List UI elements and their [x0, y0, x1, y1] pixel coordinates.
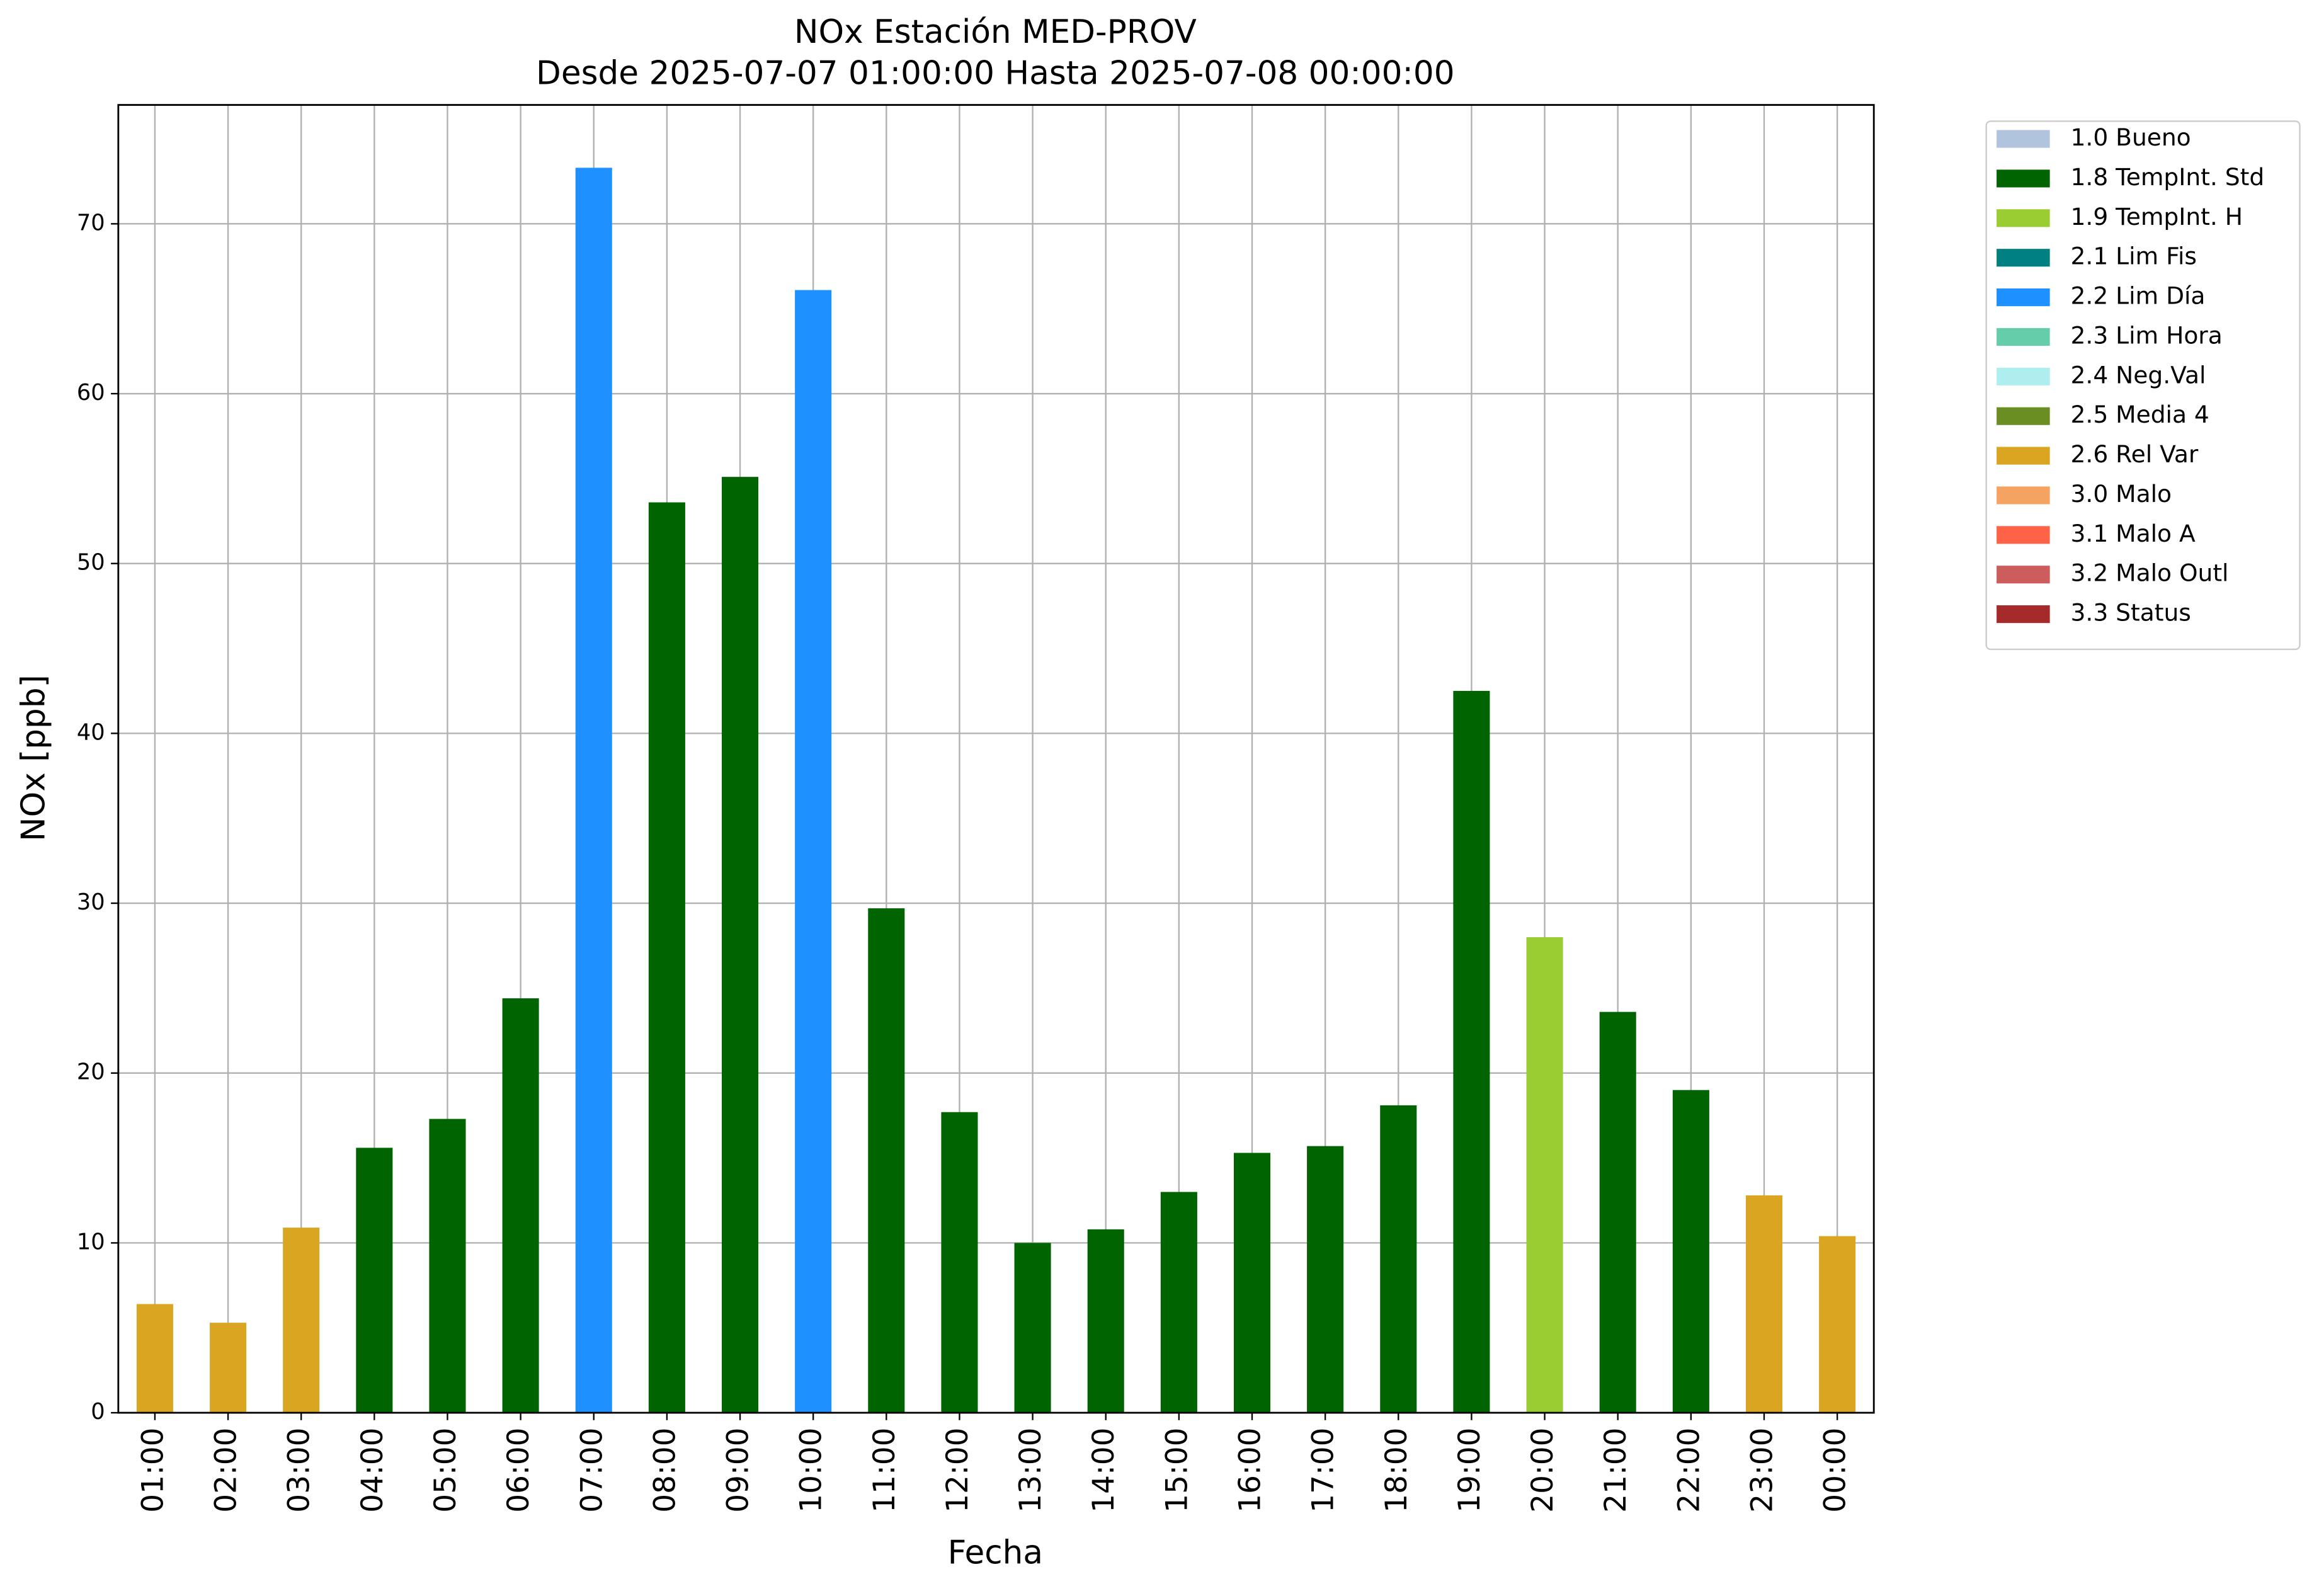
- x-tick-label: 03:00: [282, 1428, 317, 1513]
- legend-label: 3.3 Status: [2071, 599, 2191, 627]
- bar: [1453, 690, 1490, 1413]
- x-tick-label: 00:00: [1818, 1428, 1853, 1513]
- x-tick-label: 14:00: [1086, 1428, 1121, 1513]
- x-tick-label: 20:00: [1525, 1428, 1560, 1513]
- bar: [1307, 1146, 1344, 1413]
- y-axis-label: NOx [ppb]: [14, 675, 52, 841]
- legend-swatch: [1997, 130, 2050, 148]
- legend-swatch: [1997, 249, 2050, 267]
- legend-label: 2.1 Lim Fis: [2071, 242, 2197, 270]
- legend-box: [1985, 120, 2301, 651]
- bar: [1745, 1195, 1783, 1413]
- bar: [795, 290, 832, 1413]
- bar: [722, 477, 759, 1413]
- legend-label: 1.8 TempInt. Std: [2071, 163, 2265, 191]
- bar: [210, 1323, 247, 1413]
- x-tick-label: 22:00: [1672, 1428, 1706, 1513]
- x-tick-label: 16:00: [1233, 1428, 1267, 1513]
- y-tick-label: 30: [77, 889, 105, 915]
- x-axis-label: Fecha: [948, 1534, 1043, 1571]
- x-tick-label: 04:00: [355, 1428, 390, 1513]
- legend-swatch: [1997, 526, 2050, 544]
- x-tick-label: 10:00: [794, 1428, 829, 1513]
- legend-swatch: [1997, 486, 2050, 504]
- plot-frame: [117, 104, 1875, 1414]
- x-tick-label: 21:00: [1598, 1428, 1633, 1513]
- bar: [1087, 1229, 1124, 1413]
- x-tick-label: 12:00: [940, 1428, 975, 1513]
- x-tick-label: 18:00: [1379, 1428, 1414, 1513]
- y-tick-label: 70: [77, 210, 105, 236]
- legend-label: 3.2 Malo Outl: [2071, 559, 2229, 587]
- x-tick-label: 06:00: [501, 1428, 536, 1513]
- legend-label: 2.3 Lim Hora: [2071, 321, 2223, 349]
- legend-label: 1.9 TempInt. H: [2071, 203, 2243, 231]
- y-tick-label: 50: [77, 550, 105, 576]
- x-tick-label: 19:00: [1452, 1428, 1487, 1513]
- legend-label: 2.4 Neg.Val: [2071, 361, 2206, 389]
- bar: [429, 1119, 466, 1413]
- legend-swatch: [1997, 605, 2050, 624]
- bar: [283, 1228, 320, 1413]
- bar: [356, 1148, 393, 1413]
- x-tick-label: 02:00: [209, 1428, 244, 1513]
- legend-swatch: [1997, 407, 2050, 425]
- y-tick-label: 40: [77, 719, 105, 745]
- bar: [575, 168, 612, 1413]
- bar: [136, 1304, 173, 1413]
- y-tick-label: 20: [77, 1059, 105, 1085]
- bar: [1599, 1012, 1636, 1413]
- bar: [1672, 1090, 1709, 1413]
- bar: [1526, 937, 1563, 1413]
- legend-swatch: [1997, 447, 2050, 465]
- bar: [502, 998, 539, 1413]
- bar: [1014, 1243, 1051, 1413]
- x-tick-label: 01:00: [135, 1428, 170, 1513]
- legend-label: 2.2 Lim Día: [2071, 282, 2206, 310]
- legend-swatch: [1997, 209, 2050, 227]
- legend-swatch: [1997, 328, 2050, 346]
- legend-label: 3.1 Malo A: [2071, 520, 2196, 547]
- bar: [648, 502, 685, 1413]
- x-tick-label: 05:00: [428, 1428, 463, 1513]
- chart-title: NOx Estación MED-PROV: [794, 13, 1197, 51]
- bar: [1380, 1105, 1417, 1413]
- bar: [941, 1112, 978, 1413]
- y-tick-label: 0: [91, 1399, 105, 1425]
- bar: [868, 908, 905, 1413]
- x-tick-label: 23:00: [1745, 1428, 1779, 1513]
- x-tick-label: 13:00: [1013, 1428, 1048, 1513]
- x-tick-label: 17:00: [1306, 1428, 1341, 1513]
- x-tick-label: 09:00: [721, 1428, 756, 1513]
- bar: [1819, 1236, 1856, 1413]
- x-tick-label: 11:00: [867, 1428, 902, 1513]
- legend-label: 2.6 Rel Var: [2071, 440, 2199, 468]
- legend-swatch: [1997, 566, 2050, 584]
- legend-swatch: [1997, 288, 2050, 307]
- x-tick-label: 15:00: [1160, 1428, 1194, 1513]
- bar: [1233, 1153, 1271, 1413]
- bar: [1160, 1192, 1197, 1413]
- y-tick-label: 10: [77, 1229, 105, 1255]
- legend-label: 3.0 Malo: [2071, 480, 2172, 508]
- chart-subtitle: Desde 2025-07-07 01:00:00 Hasta 2025-07-…: [536, 55, 1455, 93]
- legend-label: 2.5 Media 4: [2071, 401, 2209, 428]
- x-tick-label: 07:00: [574, 1428, 609, 1513]
- y-tick-label: 60: [77, 380, 105, 406]
- legend-swatch: [1997, 169, 2050, 188]
- x-tick-label: 08:00: [647, 1428, 682, 1513]
- legend-label: 1.0 Bueno: [2071, 123, 2191, 151]
- legend-swatch: [1997, 367, 2050, 385]
